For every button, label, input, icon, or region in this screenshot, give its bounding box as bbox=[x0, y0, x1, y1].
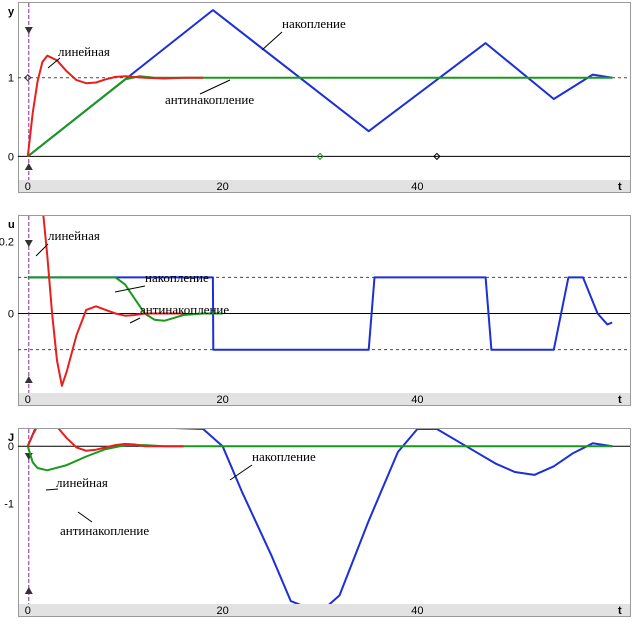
x-tick-label: 20 bbox=[216, 605, 228, 617]
series-line-antiaccumulation bbox=[27, 276, 223, 322]
annotation-leader bbox=[199, 79, 231, 95]
series-group bbox=[26, 429, 613, 604]
x-axis-label: t bbox=[618, 394, 622, 406]
series-line-accumulation bbox=[27, 9, 613, 158]
annotation-anti: антинакопление bbox=[140, 302, 229, 317]
series-line-antiaccumulation bbox=[26, 444, 613, 472]
y-tick-label: -1 bbox=[4, 499, 14, 511]
series-line-antiaccumulation bbox=[27, 75, 613, 158]
annotation-leader bbox=[114, 285, 146, 293]
y-tick-label: 0.2 bbox=[0, 236, 14, 248]
series-line-accumulation bbox=[26, 429, 613, 604]
point-marker bbox=[24, 74, 32, 82]
annotation-leader bbox=[35, 243, 49, 257]
cursor-marker-bottom bbox=[24, 587, 33, 594]
x-axis-label: t bbox=[618, 605, 622, 617]
x-tick-label: 20 bbox=[216, 394, 228, 406]
cursor-marker-top bbox=[24, 27, 33, 34]
x-axis-label: t bbox=[618, 181, 622, 193]
annotation-acc: накопление bbox=[145, 270, 209, 285]
annotation-leader bbox=[229, 464, 253, 481]
annotation-leader bbox=[47, 57, 61, 69]
chart-panel-J: 0-1J0 20 40 tнакоплениелинейнаяантинакоплен… bbox=[4, 428, 631, 617]
annotation-leader bbox=[129, 317, 141, 324]
x-axis-bar bbox=[18, 393, 630, 405]
series-group bbox=[27, 216, 613, 387]
x-axis-bar bbox=[18, 604, 630, 616]
x-tick-label: 40 bbox=[411, 605, 423, 617]
annotation-acc: накопление bbox=[252, 449, 316, 464]
y-axis-label: J bbox=[8, 432, 14, 444]
series-line-linear bbox=[26, 54, 204, 157]
plot-frame bbox=[18, 2, 631, 193]
series-line-linear bbox=[26, 429, 184, 452]
x-tick-label: 20 bbox=[216, 181, 228, 193]
y-tick-label: 0 bbox=[8, 309, 14, 321]
x-tick-label: 0 bbox=[25, 394, 31, 406]
plot-frame bbox=[18, 215, 631, 406]
chart-panel-y: 0 1 y 0 20 40 t линейная накопление антинакоплени… bbox=[8, 2, 631, 193]
y-axis-label: u bbox=[8, 219, 15, 231]
point-marker bbox=[433, 152, 441, 161]
annotation-linear: линейная bbox=[48, 228, 100, 243]
y-tick-label: 0 bbox=[8, 151, 14, 163]
x-tick-label: 40 bbox=[411, 394, 423, 406]
cursor-marker-top bbox=[24, 240, 33, 247]
annotation-linear: линейная bbox=[58, 44, 110, 59]
series-group bbox=[26, 9, 613, 158]
annotation-leader bbox=[77, 511, 93, 523]
x-tick-label: 0 bbox=[25, 181, 31, 193]
y-tick-label: 0 bbox=[8, 441, 14, 453]
annotation-leader bbox=[261, 31, 283, 51]
annotation-linear: линейная bbox=[56, 475, 108, 490]
point-marker bbox=[316, 152, 324, 161]
chart-panel-u: 0 0.2 u 0 20 40 t линейная накопление антинакопле… bbox=[0, 215, 631, 406]
x-tick-label: 40 bbox=[411, 181, 423, 193]
annotation-acc: накопление bbox=[282, 16, 346, 31]
x-tick-label: 0 bbox=[25, 605, 31, 617]
annotation-anti: антинакопление bbox=[60, 523, 149, 538]
annotation-anti: антинакопление bbox=[165, 92, 254, 107]
y-axis-label: y bbox=[8, 6, 15, 18]
cursor-marker-bottom bbox=[24, 376, 33, 383]
series-line-accumulation bbox=[27, 276, 613, 351]
annotation-leader bbox=[45, 488, 59, 491]
cursor-marker-bottom bbox=[24, 163, 33, 170]
series-line-linear bbox=[42, 216, 184, 387]
y-tick-label: 1 bbox=[8, 73, 14, 85]
x-axis-bar bbox=[18, 180, 630, 192]
plot-frame bbox=[18, 428, 631, 617]
